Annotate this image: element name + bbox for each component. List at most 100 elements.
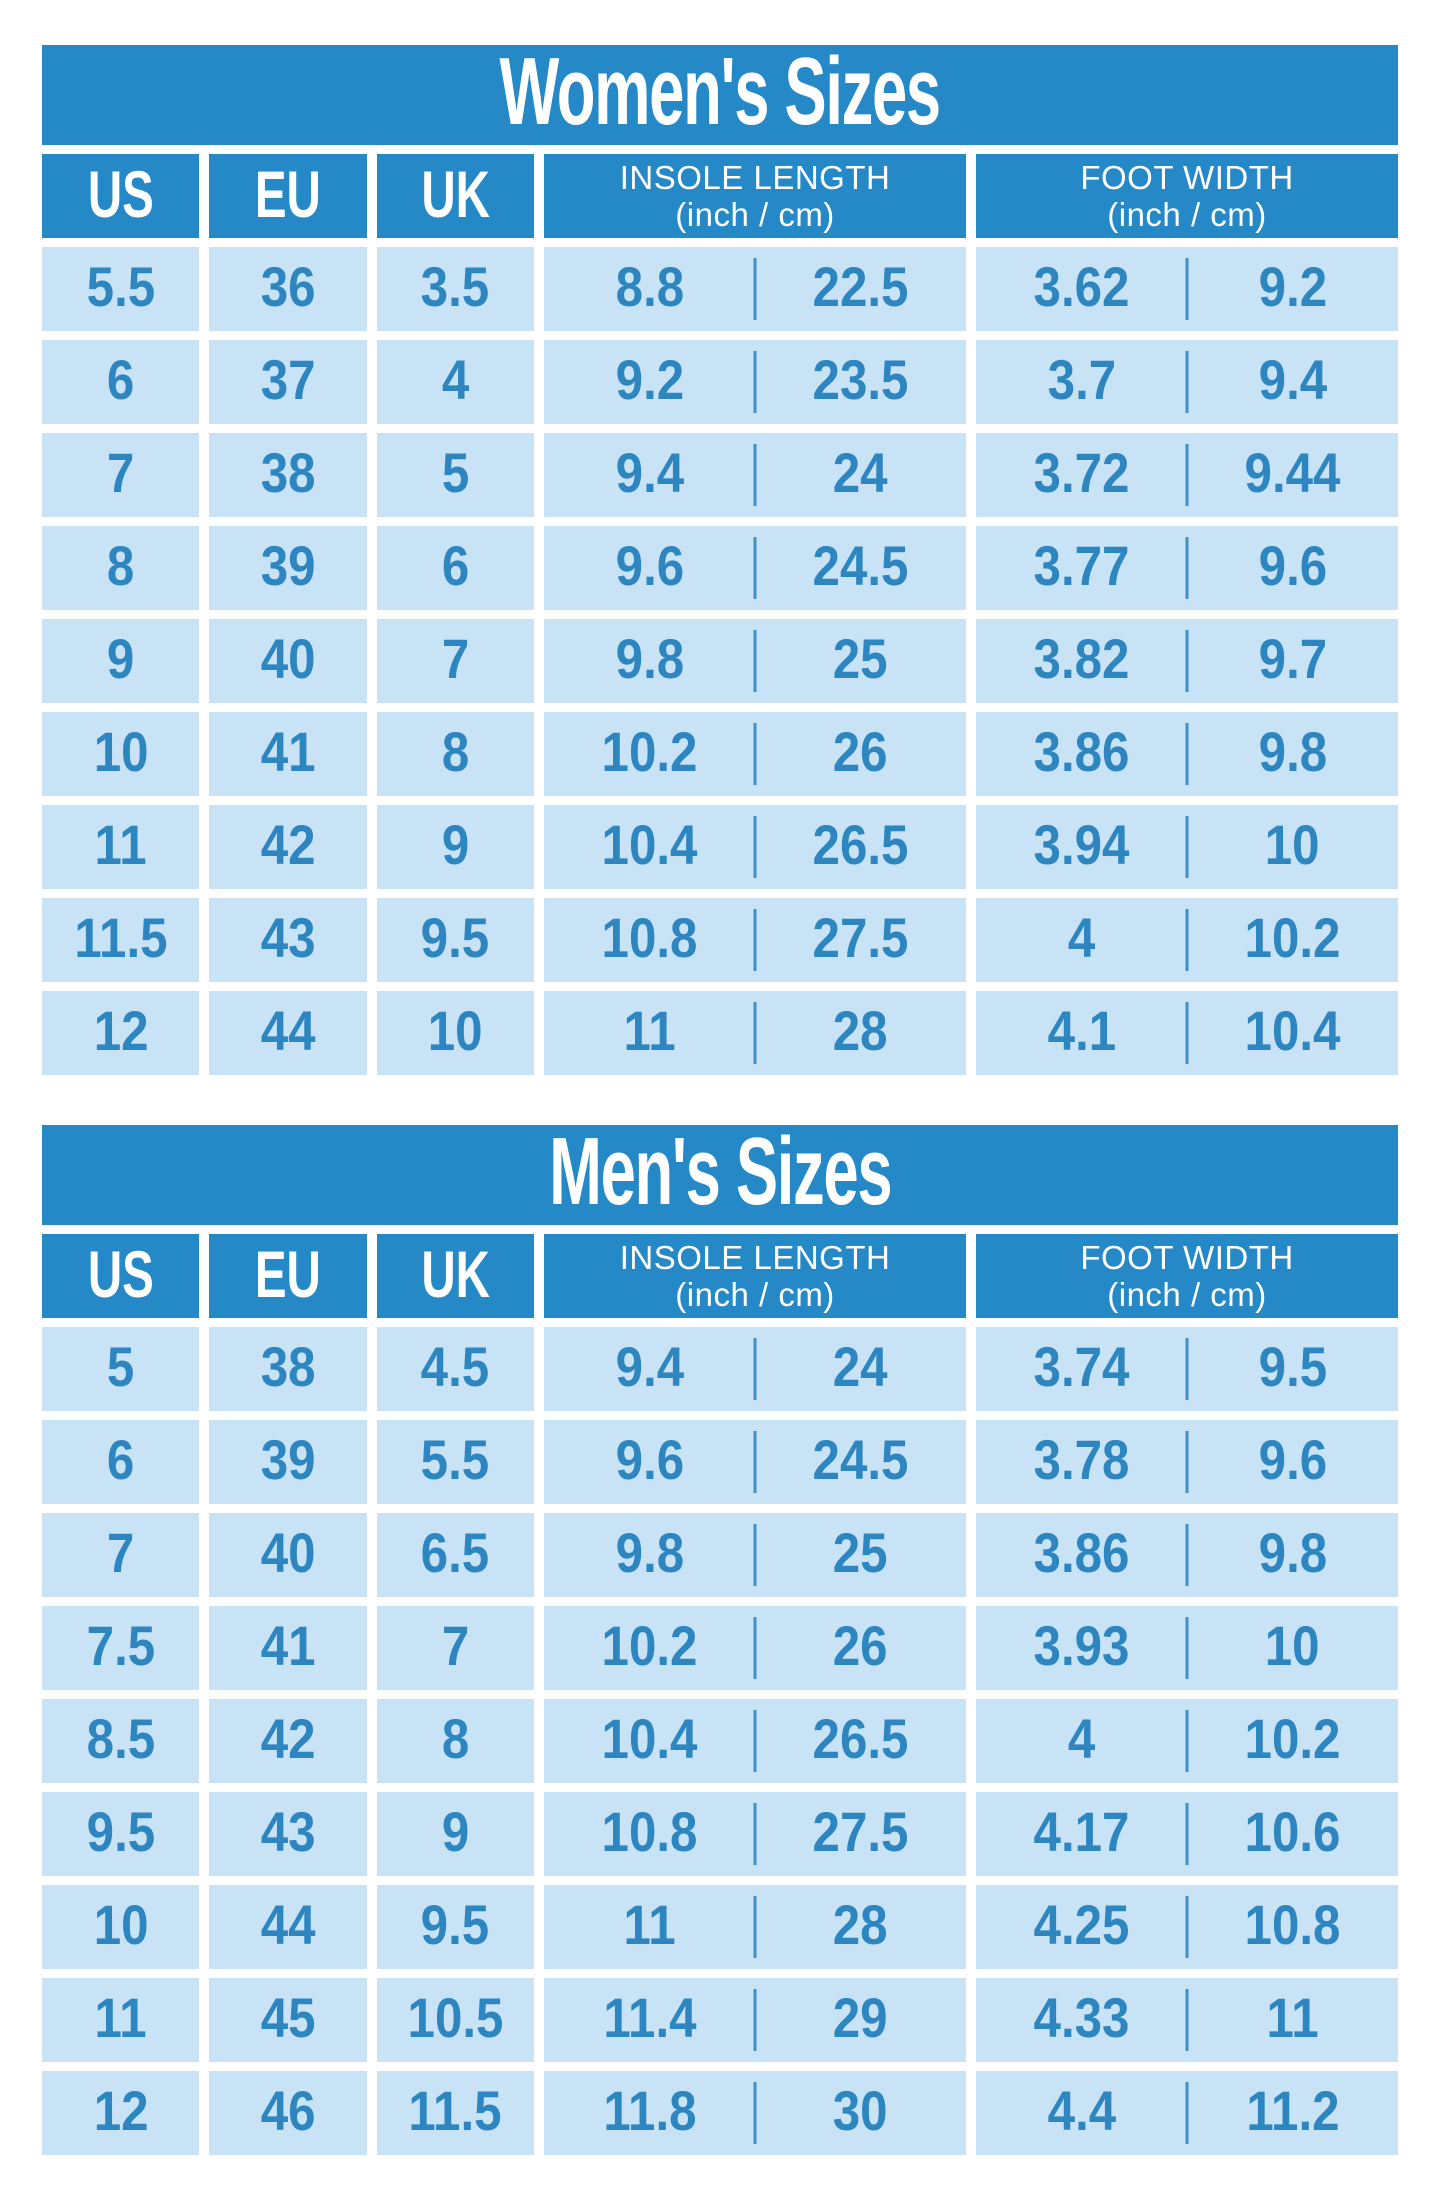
header-foot-width-label: FOOT WIDTH [1080,1238,1294,1276]
eu-size-value: 41 [260,1614,316,1677]
us-size-cell: 7.5 [42,1606,200,1690]
insole-length-inch-half: 9.6 [544,526,755,610]
insole-length-cell: 10.2 26 [544,712,967,796]
uk-size-value: 9 [441,813,470,876]
table-row: 11.5 43 9.5 10.8 27.5 4 10.2 [42,898,1398,982]
insole-length-cell: 9.8 25 [544,1513,967,1597]
foot-width-inch-half: 4 [976,1699,1187,1783]
inch-cm-divider [1185,258,1189,320]
us-size-value: 8.5 [86,1707,155,1770]
uk-size-value: 5 [441,441,470,504]
inch-cm-divider [1185,816,1189,878]
uk-size-value: 8 [441,720,470,783]
table-row: 12 44 10 11 28 4.1 10.4 [42,991,1398,1075]
us-size-cell: 11 [42,1978,200,2062]
insole-length-cell: 11 28 [544,991,967,1075]
us-size-cell: 12 [42,991,200,1075]
insole-length-inch-value: 10.4 [601,1707,698,1770]
uk-size-value: 3.5 [421,255,490,318]
insole-length-cm-value: 28 [833,999,888,1062]
insole-length-inch-value: 11 [623,999,676,1062]
insole-length-cm-value: 24.5 [812,534,909,597]
table-row: 8.5 42 8 10.4 26.5 4 10.2 [42,1699,1398,1783]
table-row: 8 39 6 9.6 24.5 3.77 9.6 [42,526,1398,610]
foot-width-cm-half: 9.5 [1187,1327,1398,1411]
uk-size-value: 4 [441,348,470,411]
uk-size-cell: 4.5 [376,1327,535,1411]
insole-length-cell: 11 28 [544,1885,967,1969]
insole-length-inch-value: 9.4 [615,441,684,504]
foot-width-cm-value: 9.4 [1258,348,1327,411]
eu-size-cell: 40 [209,1513,367,1597]
us-size-value: 9.5 [86,1800,155,1863]
header-foot-width: FOOT WIDTH (inch / cm) [976,1234,1398,1318]
header-insole-length-units: (inch / cm) [675,1276,835,1313]
uk-size-value: 10 [427,999,483,1062]
insole-length-inch-value: 9.8 [615,627,684,690]
inch-cm-divider [753,2082,757,2144]
eu-size-cell: 44 [209,1885,367,1969]
eu-size-value: 40 [260,1521,316,1584]
womens-size-table: Women's Sizes US EU UK INSOLE LENGTH (in… [42,38,1398,1075]
eu-size-cell: 39 [209,1420,367,1504]
insole-length-cm-value: 28 [833,1893,888,1956]
insole-length-cell: 9.6 24.5 [544,526,967,610]
uk-size-cell: 9 [376,805,535,889]
insole-length-inch-half: 9.6 [544,1420,755,1504]
header-insole-length-label: INSOLE LENGTH [619,1238,891,1276]
us-size-cell: 8 [42,526,200,610]
foot-width-cell: 3.86 9.8 [976,1513,1398,1597]
insole-length-inch-half: 10.2 [544,1606,755,1690]
foot-width-cell: 4.33 11 [976,1978,1398,2062]
insole-length-cm-half: 28 [755,991,966,1075]
header-eu: EU [209,154,367,238]
header-eu: EU [209,1234,367,1318]
us-size-value: 12 [93,2079,149,2142]
foot-width-inch-half: 3.78 [976,1420,1187,1504]
eu-size-cell: 37 [209,340,367,424]
uk-size-cell: 9.5 [376,1885,535,1969]
foot-width-cm-value: 10.6 [1244,1800,1341,1863]
foot-width-inch-value: 4.25 [1033,1893,1130,1956]
uk-size-cell: 6 [376,526,535,610]
womens-header-row: US EU UK INSOLE LENGTH (inch / cm) FOOT … [42,154,1398,238]
insole-length-cm-half: 25 [755,1513,966,1597]
insole-length-cell: 9.4 24 [544,433,967,517]
foot-width-cm-half: 10.6 [1187,1792,1398,1876]
table-row: 11 42 9 10.4 26.5 3.94 10 [42,805,1398,889]
insole-length-inch-value: 10.2 [601,720,698,783]
insole-length-cell: 10.2 26 [544,1606,967,1690]
us-size-cell: 7 [42,433,200,517]
inch-cm-divider [753,1803,757,1865]
foot-width-cm-value: 10 [1265,813,1320,876]
foot-width-cell: 3.77 9.6 [976,526,1398,610]
inch-cm-divider [753,444,757,506]
us-size-value: 10 [93,720,149,783]
foot-width-cell: 4.4 11.2 [976,2071,1398,2155]
us-size-cell: 6 [42,340,200,424]
foot-width-inch-half: 3.7 [976,340,1187,424]
foot-width-cm-value: 10.4 [1244,999,1341,1062]
table-row: 6 39 5.5 9.6 24.5 3.78 9.6 [42,1420,1398,1504]
us-size-cell: 10 [42,712,200,796]
inch-cm-divider [1185,1338,1189,1400]
header-uk-label: UK [421,1237,490,1311]
uk-size-value: 11.5 [408,2079,502,2142]
foot-width-cell: 3.74 9.5 [976,1327,1398,1411]
insole-length-cm-half: 27.5 [755,1792,966,1876]
inch-cm-divider [753,1617,757,1679]
insole-length-cm-half: 26.5 [755,805,966,889]
insole-length-cell: 9.2 23.5 [544,340,967,424]
foot-width-inch-half: 3.94 [976,805,1187,889]
uk-size-cell: 8 [376,1699,535,1783]
womens-title: Women's Sizes [499,38,942,145]
mens-header-row: US EU UK INSOLE LENGTH (inch / cm) FOOT … [42,1234,1398,1318]
header-insole-length: INSOLE LENGTH (inch / cm) [544,1234,967,1318]
header-us: US [42,154,200,238]
foot-width-cm-half: 11 [1187,1978,1398,2062]
insole-length-cm-half: 27.5 [755,898,966,982]
us-size-value: 9 [106,627,135,690]
uk-size-cell: 10 [376,991,535,1075]
foot-width-cm-half: 9.8 [1187,1513,1398,1597]
uk-size-value: 7 [441,627,470,690]
